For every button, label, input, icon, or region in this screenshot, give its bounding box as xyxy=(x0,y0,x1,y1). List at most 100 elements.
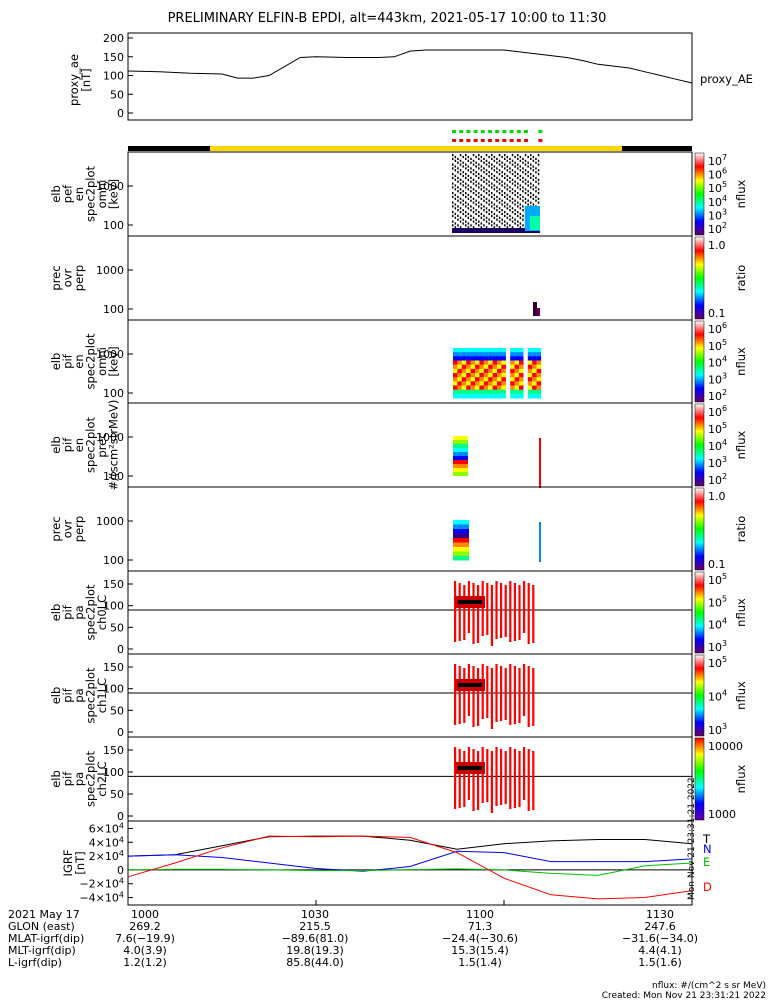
spec-pixel xyxy=(514,368,520,374)
spec-pixel xyxy=(467,159,470,162)
spec-pixel xyxy=(530,167,532,170)
spec-pixel xyxy=(465,157,467,160)
spec-pixel xyxy=(453,393,458,399)
spec-pixel xyxy=(497,364,502,370)
spec-pixel xyxy=(510,360,515,366)
spec-pixel xyxy=(475,356,480,361)
ephem-value: 7.6(−19.9) xyxy=(115,932,175,945)
spec-pixel xyxy=(472,173,475,176)
spec-pixel xyxy=(504,154,506,157)
spec-pixel xyxy=(475,377,480,382)
spec-pixel xyxy=(452,157,454,160)
spec-pixel xyxy=(496,195,498,198)
colorbar-tick-label: 105 xyxy=(708,572,727,587)
spec-pixel xyxy=(483,224,485,227)
spec-pixel xyxy=(478,211,480,214)
spec-pixel xyxy=(536,389,542,395)
spec-pixel xyxy=(478,214,480,217)
spec-pixel xyxy=(453,436,468,440)
spec-pixel xyxy=(527,364,533,370)
spec-pixel xyxy=(453,373,458,378)
spec-pixel xyxy=(514,165,516,168)
spec-pixel xyxy=(506,222,509,225)
quality-mark-red xyxy=(466,139,471,142)
spec-pixel xyxy=(453,556,469,561)
spec-pixel xyxy=(492,393,498,399)
spec-pixel xyxy=(514,393,520,399)
spec-pixel xyxy=(514,184,516,187)
ephem-value: 247.6 xyxy=(644,920,676,933)
spec-pixel xyxy=(466,356,471,361)
spec-pixel xyxy=(522,199,524,202)
spec-pixel xyxy=(517,214,519,217)
spec-pixel xyxy=(470,348,476,353)
spec-pixel xyxy=(457,348,462,353)
ephem-value: 1130 xyxy=(646,908,674,921)
spec-pixel xyxy=(452,176,454,179)
spec-pixel xyxy=(496,190,498,193)
colorbar-tick-label: 103 xyxy=(708,639,727,654)
ylabel-elb_pif_pa_spec2plot_ch0LC: elbpifpaspec2plotch0LC xyxy=(49,584,109,641)
spec-pixel xyxy=(514,356,520,361)
spec-pixel xyxy=(493,197,496,200)
spec-pixel xyxy=(466,352,471,357)
spec-pixel xyxy=(514,222,516,225)
spec-pixel xyxy=(462,161,464,164)
spec-pixel xyxy=(461,389,467,395)
spec-pixel xyxy=(514,352,520,357)
spec-pixel xyxy=(453,368,458,374)
spec-pixel xyxy=(517,157,519,160)
spec-pixel xyxy=(532,203,535,206)
spec-pixel xyxy=(506,203,509,206)
spec-pixel xyxy=(457,176,459,179)
spec-pixel xyxy=(467,188,470,191)
quality-mark-red xyxy=(524,139,528,142)
ytick-label-elb_pif_pa_spec2plot_ch0LC: 0 xyxy=(117,643,124,656)
colorbar-tick-label: 102 xyxy=(708,388,727,403)
spec-pixel xyxy=(498,201,501,204)
colorbar-label: nflux xyxy=(734,347,748,376)
spec-pixel xyxy=(485,154,488,157)
spec-pixel xyxy=(480,216,483,219)
spec-pixel xyxy=(491,195,493,198)
spec-pixel xyxy=(488,180,490,183)
ae-ytick-label: 150 xyxy=(103,51,124,64)
spec-pixel xyxy=(470,368,476,374)
colorbar-elb_pif_pa_spec2plot_ch0LC xyxy=(694,571,705,654)
pa-spectrum-bar xyxy=(532,668,535,726)
spec-pixel xyxy=(491,220,493,223)
spec-pixel xyxy=(475,352,480,357)
spec-pixel xyxy=(517,192,519,195)
pa-spectrum-bar xyxy=(509,664,512,725)
spec-pixel xyxy=(527,389,533,395)
spec-pixel xyxy=(506,178,509,181)
spec-pixel xyxy=(475,190,477,193)
pa-spectrum-bar xyxy=(523,581,526,633)
spec-pixel xyxy=(519,377,524,382)
spec-pixel xyxy=(453,385,458,391)
spec-pixel xyxy=(452,192,454,195)
spec-pixel xyxy=(517,195,519,198)
spec-pixel xyxy=(517,211,519,214)
spec-pixel xyxy=(467,212,470,216)
spec-pixel xyxy=(492,360,498,366)
spec-pixel xyxy=(491,163,493,166)
spec-pixel xyxy=(501,199,503,202)
spec-pixel xyxy=(462,180,464,183)
spec-pixel xyxy=(497,373,502,378)
spec-pixel xyxy=(498,226,501,229)
quality-mark-red xyxy=(538,139,543,142)
spec-pixel xyxy=(493,212,496,216)
spec-pixel xyxy=(466,385,471,391)
ae-line xyxy=(127,49,693,84)
colorbar-elb_pif_pa_spec2plot_ch2LC xyxy=(694,737,705,821)
ae-ytick-label: 0 xyxy=(117,107,124,120)
spec-pixel xyxy=(514,218,516,221)
spec-pixel xyxy=(479,368,484,374)
spec-pixel xyxy=(475,348,480,353)
colorbar-tick-label: 106 xyxy=(708,167,727,182)
spec-pixel xyxy=(491,214,493,217)
spec-pixel xyxy=(475,184,477,187)
spec-pixel xyxy=(453,356,458,361)
spec-pixel xyxy=(532,389,537,395)
